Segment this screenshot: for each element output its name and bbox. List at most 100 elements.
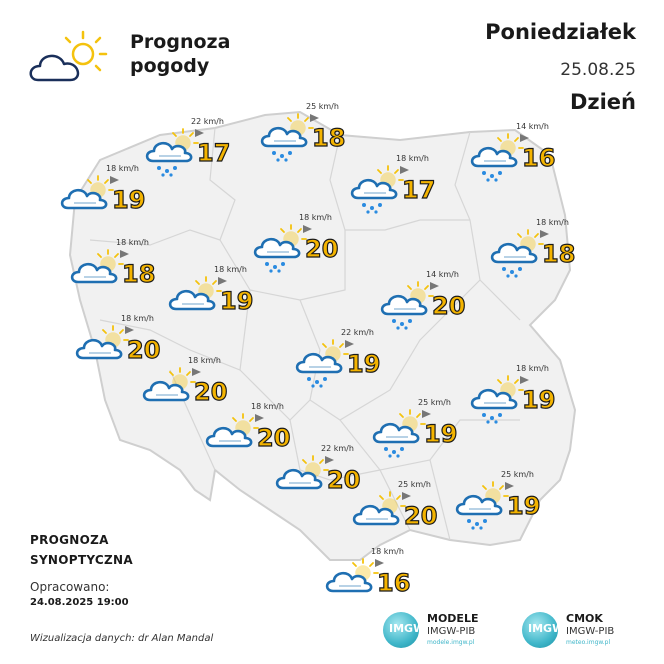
partly-cloudy-rain-icon xyxy=(380,280,436,334)
brand-cmok-sub: IMGW-PIB xyxy=(566,626,615,637)
title-line-2: pogody xyxy=(130,55,210,77)
temperature-value: 20 xyxy=(126,335,161,364)
wind-speed: 18 km/h xyxy=(214,265,247,274)
partly-cloudy-rain-icon xyxy=(490,228,546,282)
brand-modele-url: modele.imgw.pl xyxy=(427,639,475,646)
wind-speed: 18 km/h xyxy=(536,218,569,227)
country-outline xyxy=(68,110,577,561)
wind-direction-arrow-icon xyxy=(125,326,134,334)
wind-speed: 22 km/h xyxy=(341,328,374,337)
page-title: Prognoza pogody xyxy=(130,30,290,78)
temperature-value: 17 xyxy=(196,138,231,167)
partly-cloudy-rain-icon xyxy=(350,164,406,218)
prepared-date: 24.08.2025 19:00 xyxy=(30,597,129,608)
partly-cloudy-icon xyxy=(205,412,261,466)
partly-cloudy-icon xyxy=(352,490,408,544)
wind-direction-arrow-icon xyxy=(218,277,227,285)
temperature-value: 16 xyxy=(521,143,556,172)
station-forecast: 18 km/h 19 xyxy=(168,263,278,333)
station-forecast: 22 km/h 20 xyxy=(275,442,385,512)
station-forecast: 18 km/h 20 xyxy=(253,211,363,281)
partly-cloudy-rain-icon xyxy=(253,223,309,277)
temperature-value: 19 xyxy=(423,419,458,448)
partly-cloudy-rain-icon xyxy=(295,338,351,392)
wind-direction-arrow-icon xyxy=(310,114,319,122)
temperature-value: 20 xyxy=(431,291,466,320)
title-line-1: Prognoza xyxy=(130,31,231,53)
wind-direction-arrow-icon xyxy=(110,176,119,184)
wind-speed: 25 km/h xyxy=(501,470,534,479)
station-forecast: 25 km/h 18 xyxy=(260,100,370,170)
station-forecast: 18 km/h 20 xyxy=(205,400,315,470)
wind-speed: 18 km/h xyxy=(116,238,149,247)
station-forecast: 18 km/h 18 xyxy=(490,216,600,286)
partly-cloudy-logo-icon xyxy=(29,30,108,82)
wind-speed: 18 km/h xyxy=(299,213,332,222)
temperature-value: 20 xyxy=(304,234,339,263)
wind-direction-arrow-icon xyxy=(422,410,431,418)
brand-modele-sub: IMGW-PIB xyxy=(427,626,476,637)
wind-direction-arrow-icon xyxy=(325,456,334,464)
temperature-value: 18 xyxy=(311,123,346,152)
brand-cmok-name: CMOK xyxy=(566,612,603,625)
synoptic-line-2: SYNOPTYCZNA xyxy=(30,553,133,567)
station-forecast: 18 km/h 18 xyxy=(70,236,180,306)
partly-cloudy-icon xyxy=(142,366,198,420)
station-forecast: 25 km/h 20 xyxy=(352,478,462,548)
brand-cmok[interactable]: IMGW CMOK IMGW-PIB meteo.imgw.pl xyxy=(522,610,632,650)
temperature-value: 19 xyxy=(111,185,146,214)
temperature-value: 20 xyxy=(193,377,228,406)
wind-speed: 18 km/h xyxy=(106,164,139,173)
wind-direction-arrow-icon xyxy=(400,166,409,174)
synoptic-line-1: PROGNOZA xyxy=(30,533,109,547)
temperature-value: 20 xyxy=(403,501,438,530)
wind-speed: 18 km/h xyxy=(371,547,404,556)
imgw-badge-icon: IMGW xyxy=(383,612,425,648)
station-forecast: 18 km/h 20 xyxy=(75,312,185,382)
temperature-value: 19 xyxy=(521,385,556,414)
partly-cloudy-icon xyxy=(168,275,224,329)
station-forecast: 14 km/h 20 xyxy=(380,268,490,338)
partly-cloudy-rain-icon xyxy=(470,374,526,428)
wind-speed: 25 km/h xyxy=(398,480,431,489)
brand-cmok-url: meteo.imgw.pl xyxy=(566,639,611,646)
wind-speed: 25 km/h xyxy=(306,102,339,111)
station-forecast: 22 km/h 19 xyxy=(295,326,405,396)
wind-direction-arrow-icon xyxy=(540,230,549,238)
station-forecast: 18 km/h 16 xyxy=(325,545,435,615)
wind-direction-arrow-icon xyxy=(192,368,201,376)
wind-speed: 14 km/h xyxy=(516,122,549,131)
synoptic-label: PROGNOZA SYNOPTYCZNA xyxy=(30,530,133,570)
wind-speed: 18 km/h xyxy=(396,154,429,163)
partly-cloudy-rain-icon xyxy=(470,132,526,186)
wind-direction-arrow-icon xyxy=(303,225,312,233)
temperature-value: 19 xyxy=(346,349,381,378)
temperature-value: 20 xyxy=(326,465,361,494)
visualization-credit: Wizualizacja danych: dr Alan Mandal xyxy=(30,633,214,644)
temperature-value: 19 xyxy=(506,491,541,520)
partly-cloudy-rain-icon xyxy=(372,408,428,462)
wind-direction-arrow-icon xyxy=(375,559,384,567)
station-forecast: 25 km/h 19 xyxy=(372,396,482,466)
wind-direction-arrow-icon xyxy=(505,482,514,490)
station-forecast: 18 km/h 19 xyxy=(60,162,170,232)
partly-cloudy-rain-icon xyxy=(455,480,511,534)
partly-cloudy-icon xyxy=(75,324,131,378)
station-forecast: 14 km/h 16 xyxy=(470,120,580,190)
wind-speed: 25 km/h xyxy=(418,398,451,407)
wind-direction-arrow-icon xyxy=(520,376,529,384)
temperature-value: 20 xyxy=(256,423,291,452)
wind-direction-arrow-icon xyxy=(520,134,529,142)
brand-modele[interactable]: IMGW MODELE IMGW-PIB modele.imgw.pl xyxy=(383,610,493,650)
forecast-day: Poniedziałek xyxy=(485,20,636,44)
wind-speed: 18 km/h xyxy=(251,402,284,411)
station-forecast: 25 km/h 19 xyxy=(455,468,565,538)
forecast-date: 25.08.25 xyxy=(560,60,636,80)
temperature-value: 16 xyxy=(376,568,411,597)
wind-speed: 22 km/h xyxy=(191,117,224,126)
wind-speed: 22 km/h xyxy=(321,444,354,453)
temperature-value: 18 xyxy=(121,259,156,288)
wind-direction-arrow-icon xyxy=(345,340,354,348)
wind-speed: 14 km/h xyxy=(426,270,459,279)
partly-cloudy-icon xyxy=(60,174,116,228)
